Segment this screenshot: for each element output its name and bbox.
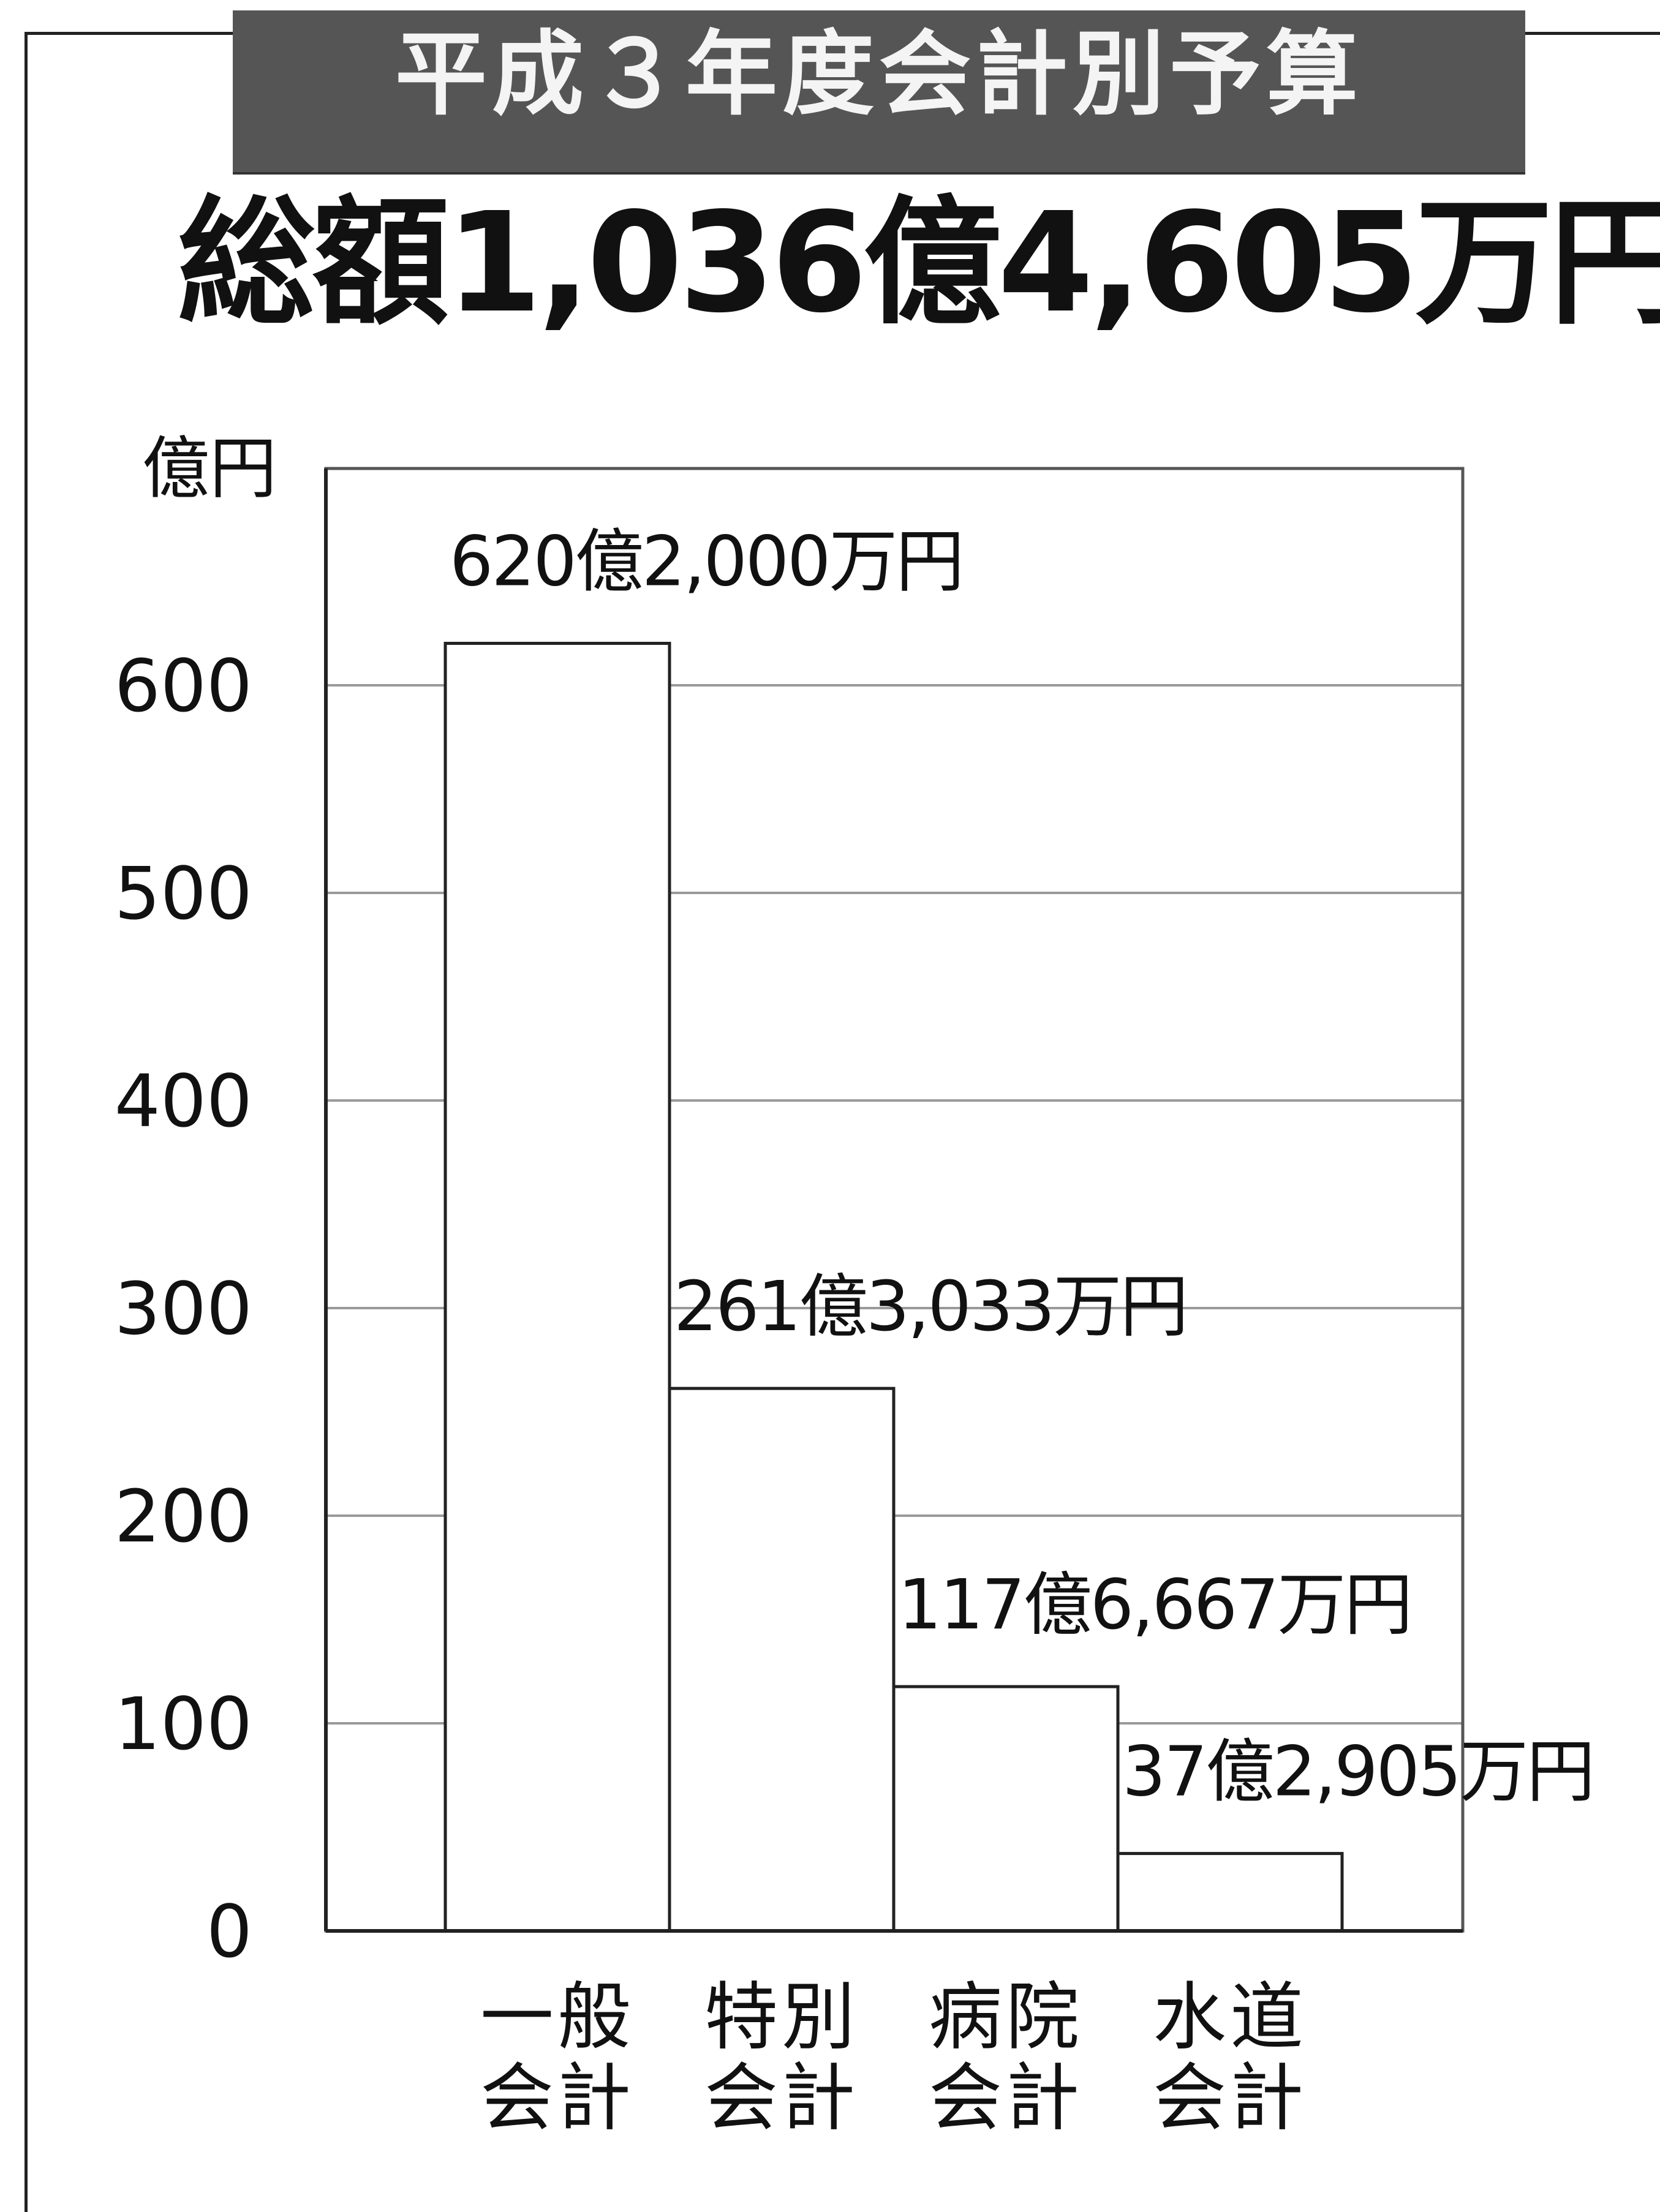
bar bbox=[1116, 1852, 1344, 1933]
data-label: 261億3,033万円 bbox=[674, 1267, 1187, 1347]
category-label: 特別 bbox=[704, 1975, 859, 2060]
y-axis-unit: 億円 bbox=[142, 429, 277, 508]
bar bbox=[443, 642, 671, 1933]
title-banner: 平成３年度会計別予算 bbox=[233, 10, 1525, 175]
bar bbox=[668, 1386, 896, 1933]
y-tick-label: 600 bbox=[115, 644, 252, 728]
data-label: 620億2,000万円 bbox=[450, 522, 962, 602]
y-tick-label: 500 bbox=[115, 851, 252, 936]
figure-frame: 平成３年度会計別予算 bbox=[25, 10, 1660, 2212]
y-tick-label: 100 bbox=[115, 1682, 252, 1766]
total-amount-heading: 総額1,036億4,605万円 bbox=[178, 183, 1660, 344]
y-tick-label: 300 bbox=[115, 1266, 252, 1351]
category-label: 会計 bbox=[704, 2056, 859, 2141]
category-label: 会計 bbox=[1153, 2056, 1307, 2141]
data-label: 37億2,905万円 bbox=[1122, 1732, 1593, 1812]
y-tick-label: 0 bbox=[206, 1889, 252, 1974]
category-label: 一般 bbox=[480, 1975, 635, 2060]
data-label: 117億6,667万円 bbox=[898, 1565, 1411, 1645]
bar bbox=[892, 1685, 1120, 1933]
category-label: 病院 bbox=[929, 1975, 1083, 2060]
category-label: 水道 bbox=[1153, 1975, 1307, 2060]
chart-title: 平成３年度会計別予算 bbox=[394, 21, 1363, 128]
category-label: 会計 bbox=[929, 2056, 1083, 2141]
y-tick-label: 400 bbox=[115, 1059, 252, 1143]
y-tick-label: 200 bbox=[115, 1474, 252, 1559]
category-label: 会計 bbox=[480, 2056, 635, 2141]
